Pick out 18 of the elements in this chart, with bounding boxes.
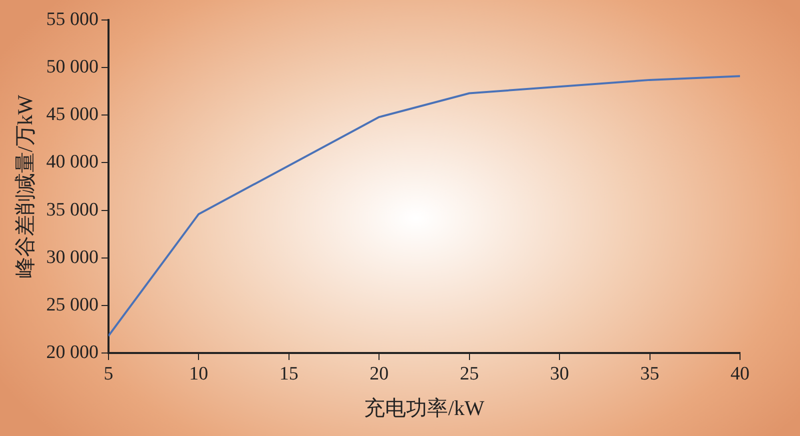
y-tick-label: 20 000 [46,342,98,363]
y-tick-label: 30 000 [46,246,98,268]
y-tick-label: 55 000 [46,8,98,30]
y-tick-label: 35 000 [46,199,98,220]
y-axis-title: 峰谷差削减量/万kW [13,94,38,278]
x-tick-label: 5 [104,363,114,384]
x-tick-label: 15 [279,363,298,384]
x-axis-title: 充电功率/kW [364,396,484,420]
x-tick-label: 10 [189,363,208,384]
x-tick-label: 25 [460,363,479,384]
x-tick-label: 40 [730,363,750,384]
x-tick-label: 30 [550,363,570,384]
y-tick-label: 45 000 [46,104,98,126]
x-tick-label: 20 [370,363,389,384]
x-tick-label: 35 [640,363,660,384]
y-tick-label: 50 000 [46,56,98,78]
y-tick-label: 40 000 [46,152,98,173]
y-tick-label: 25 000 [46,294,98,316]
